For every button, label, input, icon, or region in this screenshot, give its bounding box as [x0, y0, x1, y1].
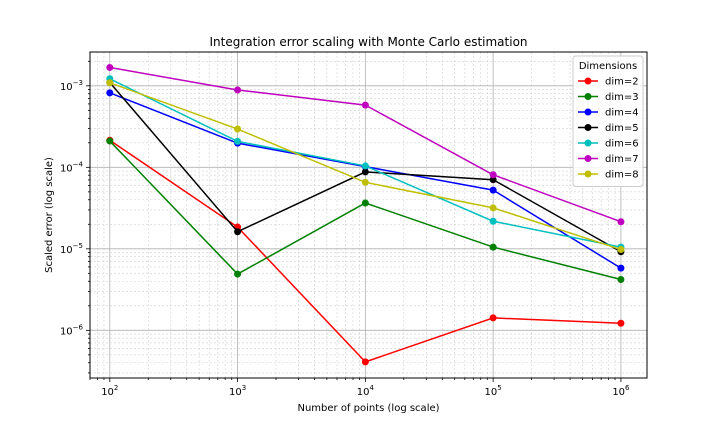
plot-frame [89, 51, 648, 379]
legend-swatch-marker [584, 170, 592, 178]
legend-item: dim=2 [578, 77, 639, 88]
data-point [617, 264, 625, 272]
legend-label: dim=5 [605, 123, 639, 134]
data-point [489, 171, 497, 179]
legend-item: dim=8 [578, 170, 639, 181]
legend-swatch-marker [584, 77, 592, 85]
data-point [106, 89, 114, 97]
data-point [234, 125, 242, 133]
legend-item: dim=4 [578, 108, 639, 119]
legend-item: dim=3 [578, 92, 639, 103]
data-point [361, 101, 369, 109]
y-tick-label: 10−4 [60, 160, 84, 174]
legend-swatch-marker [584, 108, 592, 116]
data-point [234, 228, 242, 236]
y-axis: 10−6 10−5 10−4 10−3 [60, 60, 90, 374]
legend-swatch-marker [584, 124, 592, 131]
data-point [234, 270, 242, 278]
legend: Dimensions dim=2 dim=3 dim=4 dim=5 dim=6 dim=7… [572, 55, 644, 187]
data-point [106, 63, 114, 71]
data-point [361, 199, 369, 207]
data-point [234, 137, 242, 145]
data-point [361, 358, 369, 366]
legend-swatch-marker [584, 155, 592, 162]
x-tick-label: 103 [229, 384, 246, 398]
legend-label: dim=7 [605, 154, 639, 165]
series-dim-3 [106, 137, 625, 284]
data-point [489, 176, 497, 184]
series-dim-8 [106, 79, 625, 254]
plot-series [106, 63, 625, 366]
legend-item: dim=6 [578, 139, 639, 150]
legend-label: dim=6 [605, 139, 639, 150]
legend-title: Dimensions [579, 61, 637, 72]
data-point [489, 204, 497, 212]
x-axis: 102 103 104 105 106 [89, 378, 630, 398]
data-point [617, 276, 625, 284]
data-point [617, 246, 625, 254]
legend-label: dim=8 [605, 170, 639, 181]
chart-title: Integration error scaling with Monte Car… [209, 35, 527, 49]
legend-swatch-marker [584, 93, 592, 100]
data-point [361, 162, 369, 170]
data-point [361, 178, 369, 186]
legend-item: dim=5 [578, 123, 639, 134]
y-tick-label: 10−6 [60, 323, 84, 337]
series-dim-7 [106, 63, 625, 226]
legend-swatch-marker [584, 139, 592, 147]
series-dim-2 [106, 136, 625, 366]
data-point [617, 218, 625, 226]
data-point [234, 86, 242, 94]
legend-label: dim=2 [605, 77, 639, 88]
x-tick-label: 102 [101, 384, 118, 398]
data-point [489, 217, 497, 225]
y-axis-label: Scaled error (log scale) [44, 157, 55, 273]
y-tick-label: 10−3 [60, 79, 83, 93]
series-dim-6 [106, 75, 625, 251]
data-point [617, 319, 625, 327]
data-point [489, 314, 497, 322]
x-axis-label: Number of points (log scale) [297, 403, 439, 414]
data-point [361, 168, 369, 176]
x-tick-label: 106 [612, 384, 630, 398]
x-tick-label: 104 [357, 384, 375, 398]
data-point [489, 186, 497, 194]
data-point [489, 243, 497, 251]
data-point [106, 79, 114, 87]
x-tick-label: 105 [485, 384, 502, 398]
y-tick-label: 10−5 [60, 242, 83, 256]
legend-box [572, 55, 644, 187]
legend-item: dim=7 [578, 154, 639, 165]
legend-label: dim=4 [605, 108, 639, 119]
legend-label: dim=3 [605, 92, 639, 103]
data-point [106, 137, 114, 145]
